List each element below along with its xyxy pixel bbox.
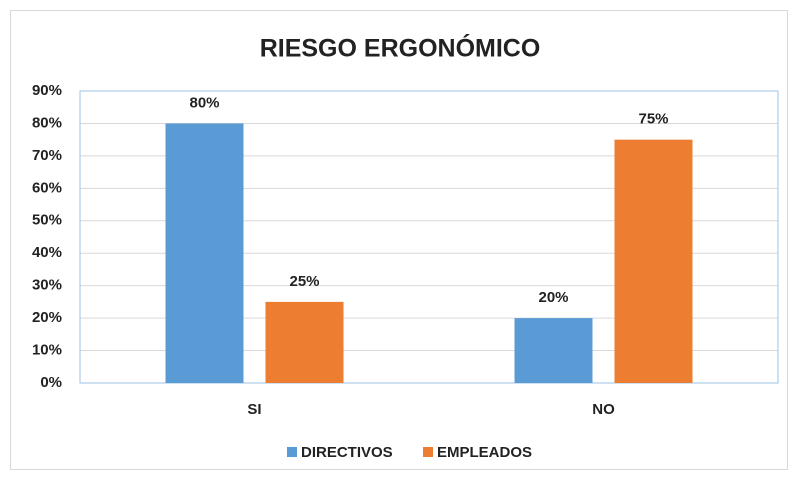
y-tick-label: 50% — [32, 212, 62, 229]
y-tick-label: 90% — [32, 82, 62, 99]
y-tick-label: 20% — [32, 309, 62, 326]
legend-label: EMPLEADOS — [437, 444, 532, 461]
bar — [165, 123, 244, 383]
y-tick-label: 10% — [32, 342, 62, 359]
data-label: 80% — [189, 94, 219, 111]
bar — [265, 301, 344, 383]
x-tick-label: NO — [592, 401, 615, 418]
legend-label: DIRECTIVOS — [301, 444, 393, 461]
legend-swatch — [287, 447, 297, 457]
y-tick-label: 0% — [40, 374, 62, 391]
data-label: 25% — [289, 273, 319, 290]
chart-title: RIESGO ERGONÓMICO — [260, 33, 541, 63]
data-label: 75% — [638, 111, 668, 128]
y-tick-label: 40% — [32, 244, 62, 261]
x-tick-label: SI — [247, 401, 261, 418]
bar — [614, 139, 693, 383]
legend-swatch — [423, 447, 433, 457]
data-label: 20% — [538, 289, 568, 306]
y-tick-label: 70% — [32, 147, 62, 164]
y-tick-label: 80% — [32, 114, 62, 131]
y-tick-label: 60% — [32, 179, 62, 196]
plot-border — [79, 90, 779, 384]
y-tick-label: 30% — [32, 277, 62, 294]
bar — [514, 318, 593, 383]
